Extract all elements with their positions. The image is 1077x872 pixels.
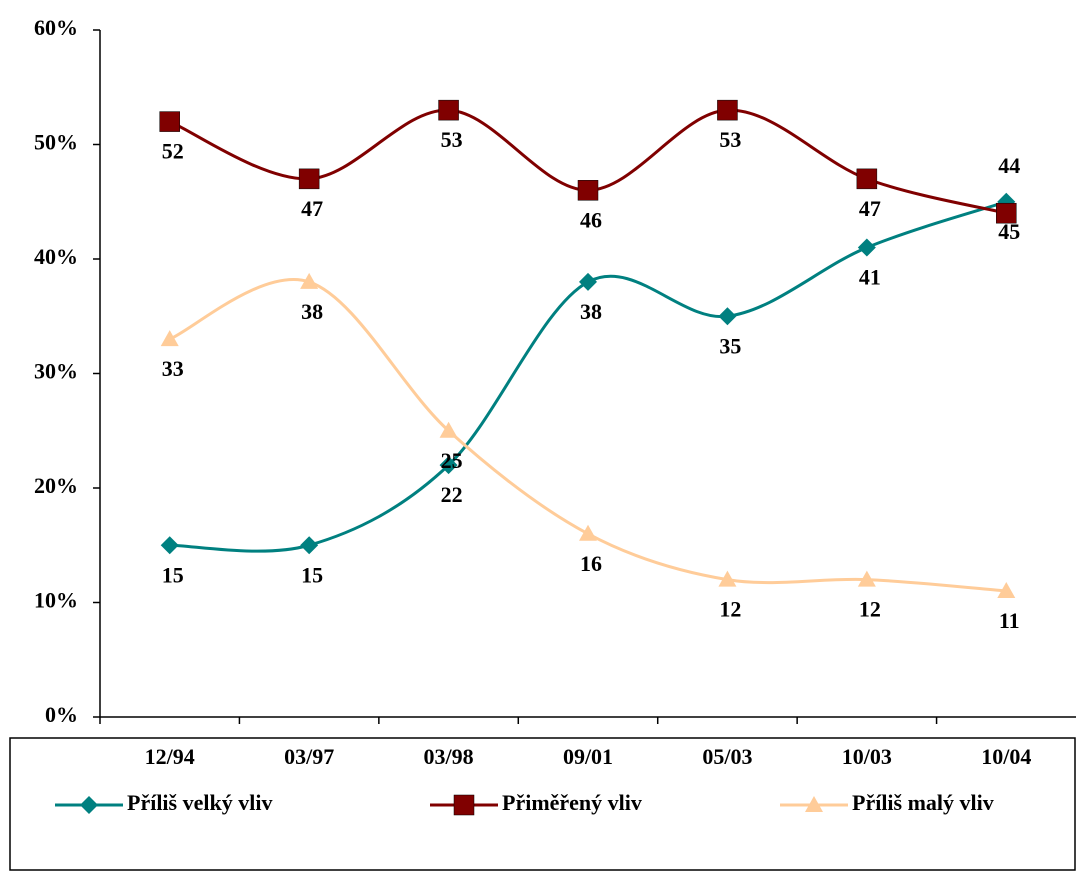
y-tick-label: 20% <box>34 473 78 498</box>
data-label: 38 <box>580 299 602 324</box>
series-line <box>169 200 1007 553</box>
y-tick-label: 30% <box>34 359 78 384</box>
data-point <box>996 202 1017 224</box>
data-point <box>577 180 599 201</box>
data-point <box>300 272 319 289</box>
x-tick-label: 09/01 <box>563 744 613 769</box>
data-label: 35 <box>719 333 741 358</box>
data-label: 16 <box>580 551 602 576</box>
data-label: 41 <box>859 265 881 290</box>
data-point <box>300 536 319 555</box>
legend-marker <box>805 796 823 812</box>
data-label: 53 <box>441 127 463 152</box>
legend-label: Příliš velký vliv <box>127 790 272 815</box>
x-tick-label: 03/97 <box>284 744 334 769</box>
data-point <box>439 421 458 438</box>
data-point <box>159 111 180 132</box>
legend-marker <box>453 794 475 816</box>
data-label: 11 <box>999 608 1020 633</box>
x-tick-label: 10/04 <box>981 744 1031 769</box>
y-tick-label: 50% <box>34 130 78 155</box>
x-tick-label: 12/94 <box>145 744 195 769</box>
data-label: 52 <box>162 139 184 164</box>
data-label: 44 <box>998 153 1020 178</box>
data-label: 47 <box>301 196 323 221</box>
legend-label: Příliš malý vliv <box>852 790 994 815</box>
data-point <box>718 570 737 587</box>
legend-label: Přiměřený vliv <box>502 790 642 815</box>
x-tick-label: 05/03 <box>702 744 752 769</box>
data-point <box>856 168 878 190</box>
data-label: 33 <box>162 356 184 381</box>
legend-box <box>9 737 1076 871</box>
data-point <box>857 570 876 587</box>
data-label: 38 <box>301 299 323 324</box>
data-point <box>438 99 459 121</box>
data-label: 15 <box>301 562 323 587</box>
x-tick-label: 03/98 <box>424 744 474 769</box>
data-label: 53 <box>719 127 741 152</box>
data-point <box>997 582 1016 599</box>
data-point <box>579 524 597 541</box>
series-line <box>169 278 1007 593</box>
data-label: 46 <box>580 207 602 232</box>
y-tick-label: 0% <box>45 702 78 727</box>
data-label: 25 <box>441 448 463 473</box>
data-point <box>717 99 738 121</box>
data-point <box>160 330 179 347</box>
x-tick-label: 10/03 <box>842 744 892 769</box>
data-point <box>439 456 458 475</box>
data-point <box>579 272 597 291</box>
y-tick-label: 40% <box>34 244 78 269</box>
y-tick-label: 60% <box>34 15 78 40</box>
legend-marker <box>80 796 98 814</box>
data-point <box>298 168 320 190</box>
data-point <box>160 536 179 555</box>
data-label: 15 <box>162 562 184 587</box>
data-point <box>857 238 876 257</box>
data-label: 47 <box>859 196 881 221</box>
data-label: 12 <box>719 597 741 622</box>
data-label: 22 <box>441 482 463 507</box>
data-label: 12 <box>859 597 881 622</box>
y-tick-label: 10% <box>34 588 78 613</box>
data-point <box>718 307 737 326</box>
data-label: 45 <box>998 219 1020 244</box>
